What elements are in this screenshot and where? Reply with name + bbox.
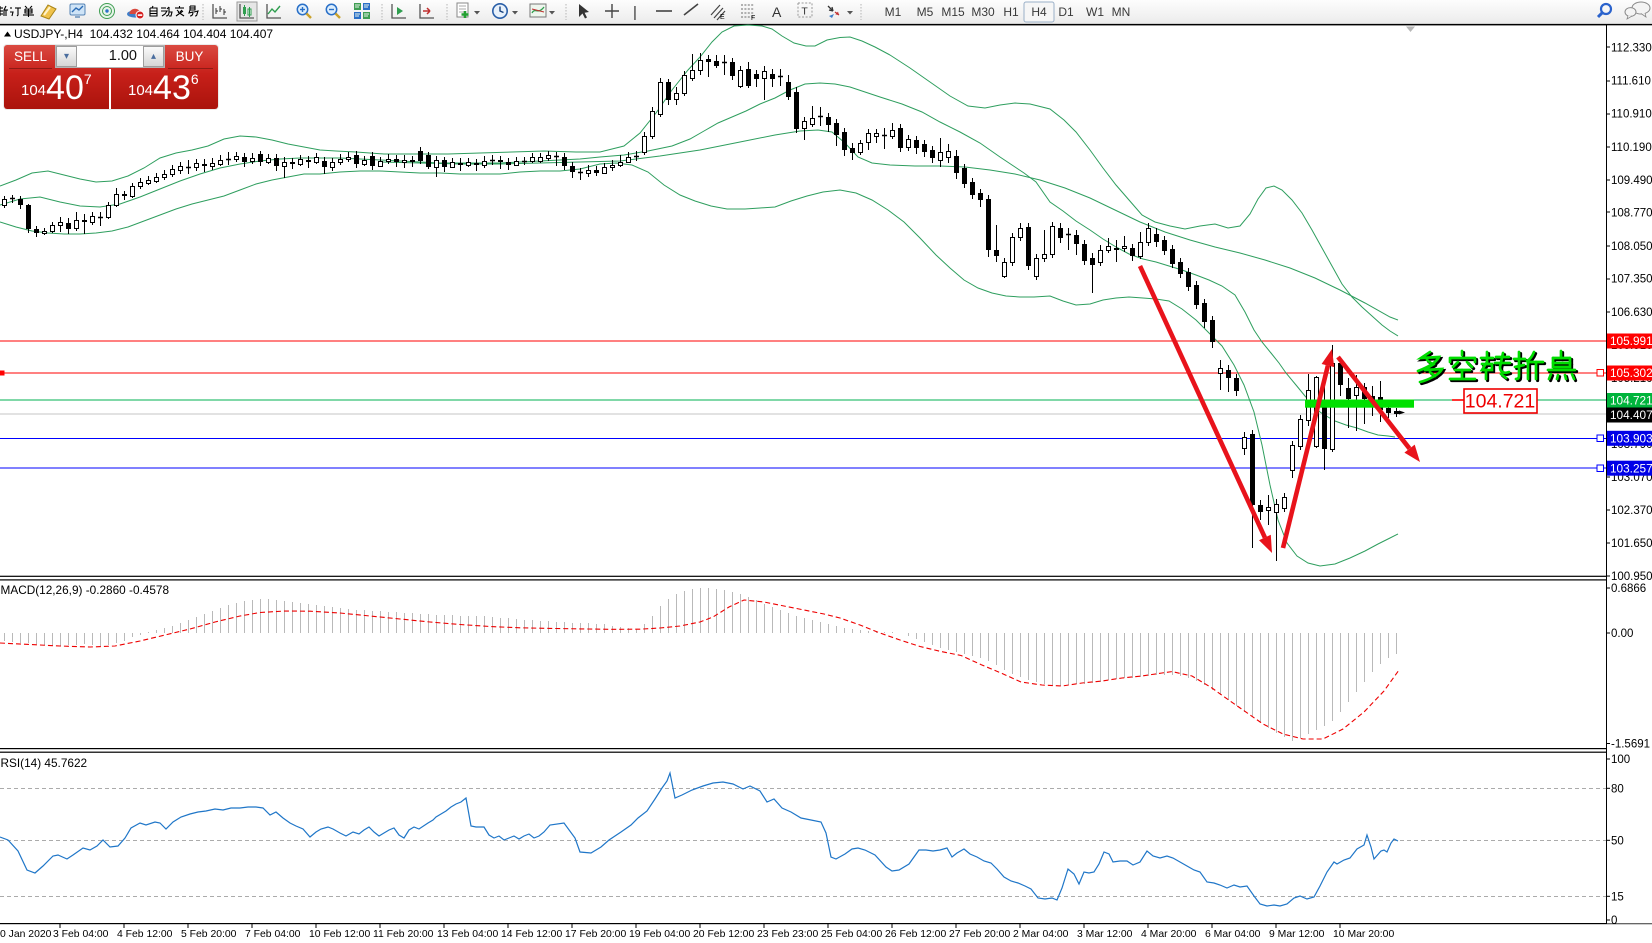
svg-text:20 Feb 12:00: 20 Feb 12:00 [693, 929, 754, 940]
svg-text:17 Feb 20:00: 17 Feb 20:00 [565, 929, 626, 940]
svg-text:M1: M1 [885, 5, 902, 19]
svg-text:MACD(12,26,9) -0.2860 -0.4578: MACD(12,26,9) -0.2860 -0.4578 [1, 583, 170, 597]
svg-text:108.050: 108.050 [1611, 241, 1652, 253]
svg-text:110.910: 110.910 [1611, 109, 1652, 121]
svg-text:H1: H1 [1003, 5, 1019, 19]
svg-text:0.6866: 0.6866 [1611, 583, 1646, 595]
svg-text:M15: M15 [941, 5, 965, 19]
svg-text:112.330: 112.330 [1611, 42, 1652, 54]
svg-text:D1: D1 [1058, 5, 1074, 19]
svg-text:A: A [772, 4, 782, 20]
svg-text:2 Mar 04:00: 2 Mar 04:00 [1013, 929, 1069, 940]
svg-text:50: 50 [1611, 835, 1624, 847]
svg-text:7 Feb 04:00: 7 Feb 04:00 [245, 929, 301, 940]
svg-text:0.00: 0.00 [1611, 628, 1633, 640]
svg-text:103.903: 103.903 [1610, 432, 1652, 446]
svg-text:104.407: 104.407 [1610, 408, 1652, 422]
svg-text:-1.5691: -1.5691 [1611, 739, 1650, 751]
svg-text:6 Mar 04:00: 6 Mar 04:00 [1205, 929, 1261, 940]
svg-text:USDJPY-,H4 104.432 104.464 10: USDJPY-,H4 104.432 104.464 104.404 104.4… [14, 27, 273, 41]
svg-text:104.721: 104.721 [1610, 394, 1652, 408]
svg-text:19 Feb 04:00: 19 Feb 04:00 [629, 929, 690, 940]
svg-text:0: 0 [1611, 915, 1617, 927]
svg-text:4 Mar 20:00: 4 Mar 20:00 [1141, 929, 1197, 940]
svg-text:3 Mar 12:00: 3 Mar 12:00 [1077, 929, 1133, 940]
svg-text:E: E [720, 14, 725, 21]
svg-text:RSI(14) 45.7622: RSI(14) 45.7622 [1, 756, 88, 770]
svg-text:14 Feb 12:00: 14 Feb 12:00 [501, 929, 562, 940]
svg-text:M30: M30 [971, 5, 995, 19]
svg-text:3 Feb 04:00: 3 Feb 04:00 [53, 929, 109, 940]
svg-text:106.630: 106.630 [1611, 307, 1652, 319]
svg-text:|: | [633, 4, 637, 21]
svg-text:15: 15 [1611, 891, 1624, 903]
svg-text:103.257: 103.257 [1610, 461, 1652, 475]
svg-text:105.991: 105.991 [1610, 334, 1652, 348]
svg-text:108.770: 108.770 [1611, 207, 1652, 219]
svg-text:10 Mar 20:00: 10 Mar 20:00 [1333, 929, 1394, 940]
svg-text:4 Feb 12:00: 4 Feb 12:00 [117, 929, 173, 940]
svg-text:23 Feb 23:00: 23 Feb 23:00 [757, 929, 818, 940]
svg-text:80: 80 [1611, 783, 1624, 795]
svg-text:102.370: 102.370 [1611, 505, 1652, 517]
svg-text:101.650: 101.650 [1611, 538, 1652, 550]
svg-text:H4: H4 [1031, 5, 1047, 19]
svg-text:104.721: 104.721 [1465, 391, 1536, 413]
svg-text:27 Feb 20:00: 27 Feb 20:00 [949, 929, 1010, 940]
svg-text:111.610: 111.610 [1611, 76, 1651, 88]
svg-text:107.350: 107.350 [1611, 274, 1652, 286]
svg-text:109.490: 109.490 [1611, 175, 1652, 187]
svg-text:5 Feb 20:00: 5 Feb 20:00 [181, 929, 237, 940]
svg-text:0 Jan 2020: 0 Jan 2020 [0, 929, 52, 940]
svg-text:9 Mar 12:00: 9 Mar 12:00 [1269, 929, 1325, 940]
svg-text:25 Feb 04:00: 25 Feb 04:00 [821, 929, 882, 940]
svg-text:110.190: 110.190 [1611, 142, 1652, 154]
svg-text:26 Feb 12:00: 26 Feb 12:00 [885, 929, 946, 940]
svg-text:13 Feb 04:00: 13 Feb 04:00 [437, 929, 498, 940]
svg-text:T: T [801, 6, 808, 18]
svg-text:M5: M5 [917, 5, 934, 19]
svg-text:105.302: 105.302 [1610, 366, 1652, 380]
svg-text:100.950: 100.950 [1611, 571, 1652, 583]
svg-text:10 Feb 12:00: 10 Feb 12:00 [309, 929, 370, 940]
svg-text:MN: MN [1112, 5, 1131, 19]
svg-text:W1: W1 [1086, 5, 1104, 19]
svg-text:F: F [751, 15, 755, 22]
svg-text:11 Feb 20:00: 11 Feb 20:00 [373, 929, 434, 940]
svg-text:100: 100 [1611, 754, 1630, 766]
